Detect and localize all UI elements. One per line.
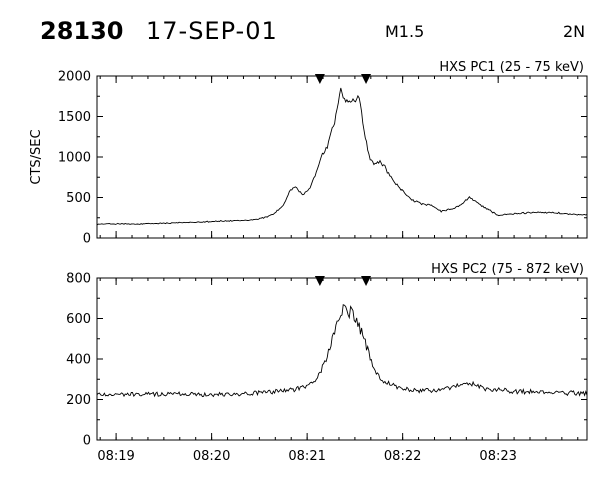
x-tick-label: 08:22 <box>384 449 421 464</box>
y-tick-label: 800 <box>66 272 91 287</box>
x-tick-label: 08:19 <box>97 449 134 464</box>
y-tick-label: 200 <box>66 393 91 408</box>
y-tick-label: 0 <box>83 434 91 449</box>
flare-region: 2N <box>563 22 586 41</box>
y-tick-label: 1500 <box>58 110 91 125</box>
y-axis-label: CTS/SEC <box>29 129 44 184</box>
x-tick-label: 08:21 <box>288 449 325 464</box>
panel-title: HXS PC2 (75 - 872 keV) <box>431 262 584 277</box>
y-tick-label: 0 <box>83 232 91 247</box>
chart-panel-1: 0 500 1000 1500 2000 HXS PC1 (25 - 75 keV) CTS… <box>29 60 588 247</box>
plot-frame <box>96 277 588 441</box>
y-tick-label: 600 <box>66 312 91 327</box>
interval-marker <box>314 276 325 286</box>
interval-marker <box>361 74 372 84</box>
y-tick-label: 400 <box>66 353 91 368</box>
flare-class: M1.5 <box>385 22 425 41</box>
panel-title: HXS PC1 (25 - 75 keV) <box>439 60 584 75</box>
interval-marker <box>361 276 372 286</box>
x-tick-label: 08:23 <box>479 449 516 464</box>
event-date: 17-SEP-01 <box>146 17 278 45</box>
chart-panel-2: 0 200 400 600 800 08:19 08:20 08:21 08:22 08:23 HX… <box>66 262 588 464</box>
y-tick-label: 500 <box>66 191 91 206</box>
event-number: 28130 <box>40 17 124 45</box>
lightcurve-series <box>96 304 588 398</box>
y-tick-label: 1000 <box>58 151 91 166</box>
interval-marker <box>314 74 325 84</box>
lightcurve-series <box>96 87 588 226</box>
x-tick-label: 08:20 <box>193 449 230 464</box>
y-tick-label: 2000 <box>58 70 91 85</box>
